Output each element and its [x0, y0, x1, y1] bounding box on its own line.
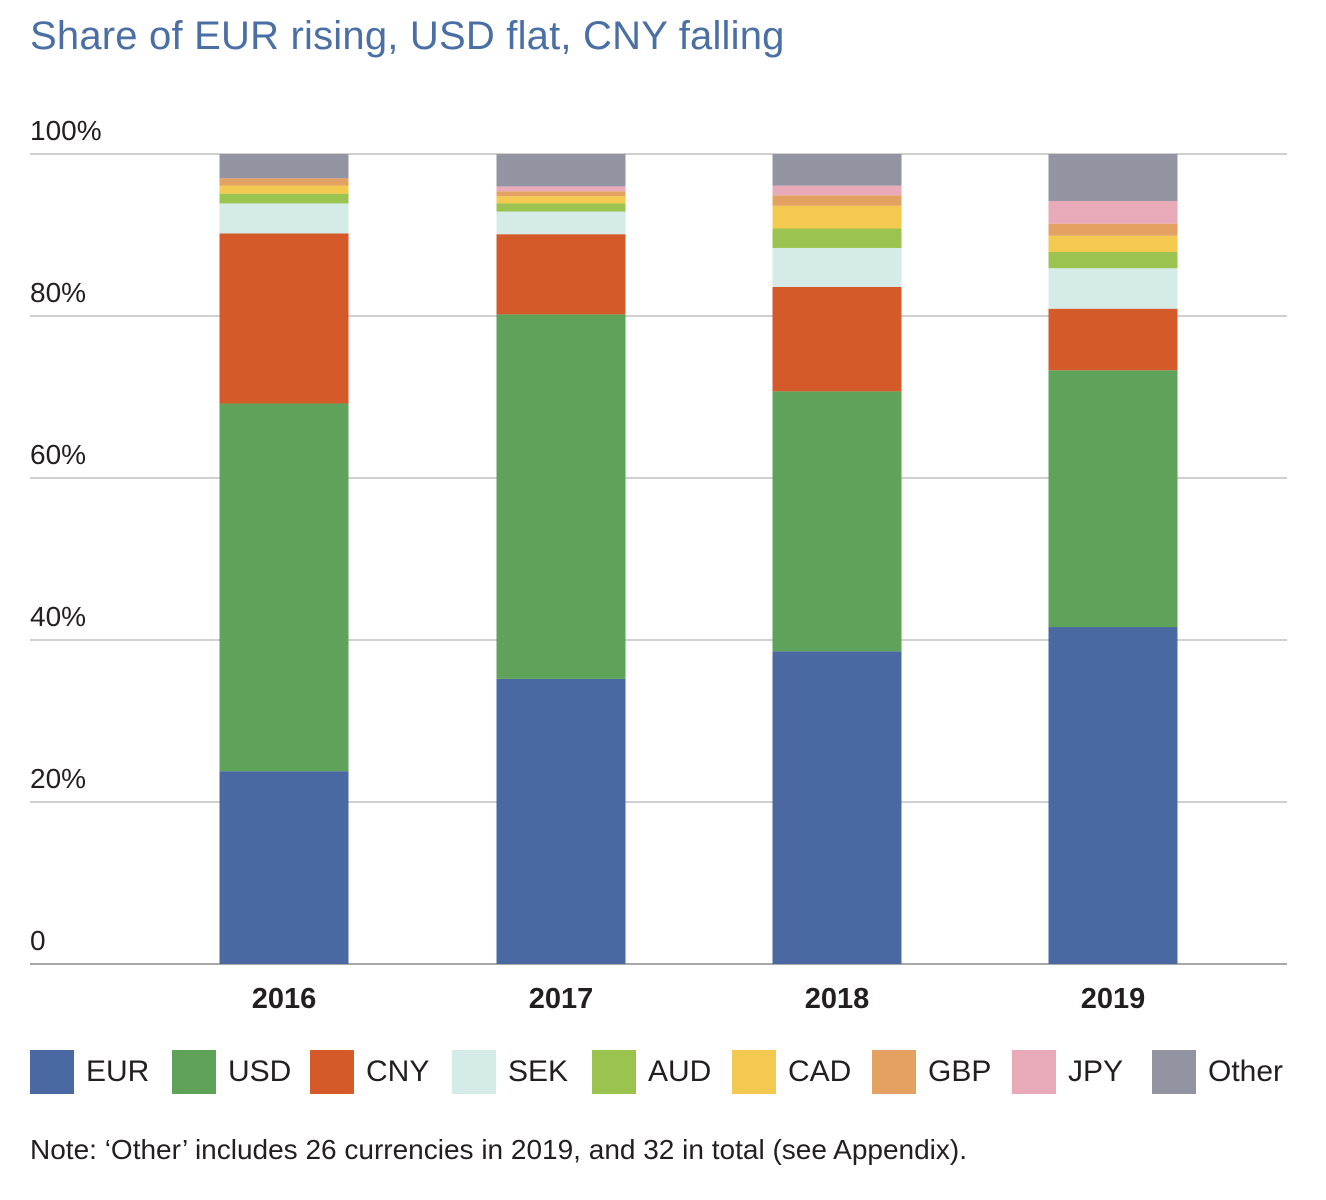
bar-segment-other-2019 [1048, 154, 1178, 201]
bar-segment-gbp-2018 [772, 195, 902, 206]
legend-label: USD [228, 1055, 292, 1088]
bar-segment-sek-2016 [219, 203, 349, 234]
bar-segment-eur-2019 [1048, 627, 1178, 964]
bar-segment-sek-2018 [772, 247, 902, 287]
legend-item-other: Other [1152, 1048, 1283, 1096]
bar-segment-aud-2019 [1048, 252, 1178, 269]
legend: EUR USD CNY SEK AUD CAD GBP JPY Other [30, 1048, 1310, 1096]
legend-label: CNY [366, 1055, 430, 1088]
legend-item-jpy: JPY [1012, 1048, 1123, 1096]
bar-segment-other-2016 [219, 154, 349, 179]
legend-item-sek: SEK [452, 1048, 568, 1096]
bar-segment-jpy-2017 [496, 186, 626, 192]
bar-segment-eur-2016 [219, 771, 349, 964]
legend-swatch [1012, 1050, 1056, 1094]
bar-segment-other-2018 [772, 154, 902, 186]
y-tick-label: 80% [30, 277, 86, 308]
bar-segment-usd-2018 [772, 391, 902, 652]
stacked-bar-chart: 0 20% 40% 60% 80% 100% 2016 2017 2018 2019 [30, 115, 1287, 1015]
legend-label: EUR [86, 1055, 150, 1088]
chart-title: Share of EUR rising, USD flat, CNY falli… [30, 14, 785, 58]
bar-segment-gbp-2016 [219, 178, 349, 186]
bar-segment-usd-2016 [219, 403, 349, 772]
bar-segment-cad-2019 [1048, 235, 1178, 253]
bar-segment-cny-2017 [496, 234, 626, 315]
y-tick-label: 40% [30, 601, 86, 632]
legend-label: SEK [508, 1055, 569, 1088]
bar-segment-cny-2016 [219, 233, 349, 404]
legend-swatch [592, 1050, 636, 1094]
legend-item-aud: AUD [592, 1048, 711, 1096]
y-tick-label: 100% [30, 115, 102, 146]
legend-swatch [172, 1050, 216, 1094]
x-tick-label: 2017 [529, 983, 594, 1015]
legend-swatch [732, 1050, 776, 1094]
legend-label: JPY [1068, 1055, 1124, 1088]
x-axis-ticks: 2016 2017 2018 2019 [252, 983, 1146, 1015]
bar-segment-cny-2018 [772, 286, 902, 392]
legend-swatch [30, 1050, 74, 1094]
legend-label: GBP [928, 1055, 992, 1088]
bar-segment-cad-2016 [219, 185, 349, 194]
bar-segment-jpy-2018 [772, 185, 902, 196]
bars [219, 154, 1178, 964]
legend-swatch [310, 1050, 354, 1094]
y-tick-label: 60% [30, 439, 86, 470]
bar-segment-aud-2018 [772, 228, 902, 248]
legend-label: Other [1208, 1055, 1284, 1088]
x-tick-label: 2019 [1081, 983, 1146, 1015]
y-axis-ticks: 0 20% 40% 60% 80% 100% [30, 115, 102, 956]
legend-item-eur: EUR [30, 1048, 149, 1096]
legend-item-gbp: GBP [872, 1048, 991, 1096]
bar-segment-jpy-2019 [1048, 200, 1178, 224]
x-tick-label: 2016 [252, 983, 317, 1015]
bar-segment-gbp-2019 [1048, 223, 1178, 236]
legend-swatch [1152, 1050, 1196, 1094]
bar-segment-cad-2017 [496, 196, 626, 204]
bar-segment-eur-2018 [772, 651, 902, 964]
bar-segment-cny-2019 [1048, 308, 1178, 371]
bar-segment-usd-2017 [496, 314, 626, 679]
y-tick-label: 20% [30, 763, 86, 794]
bar-segment-gbp-2017 [496, 191, 626, 197]
bar-segment-eur-2017 [496, 678, 626, 964]
footnote: Note: ‘Other’ includes 26 currencies in … [30, 1134, 968, 1165]
legend-swatch [872, 1050, 916, 1094]
bar-segment-sek-2019 [1048, 268, 1178, 309]
bar-segment-aud-2016 [219, 193, 349, 204]
legend-item-cny: CNY [310, 1048, 429, 1096]
legend-label: CAD [788, 1055, 852, 1088]
bar-segment-other-2017 [496, 154, 626, 187]
bar-segment-usd-2019 [1048, 370, 1178, 628]
y-tick-label: 0 [30, 925, 46, 956]
bar-segment-sek-2017 [496, 211, 626, 235]
bar-segment-aud-2017 [496, 203, 626, 212]
bar-segment-cad-2018 [772, 205, 902, 229]
legend-item-usd: USD [172, 1048, 291, 1096]
legend-swatch [452, 1050, 496, 1094]
x-tick-label: 2018 [805, 983, 870, 1015]
legend-item-cad: CAD [732, 1048, 851, 1096]
legend-label: AUD [648, 1055, 712, 1088]
